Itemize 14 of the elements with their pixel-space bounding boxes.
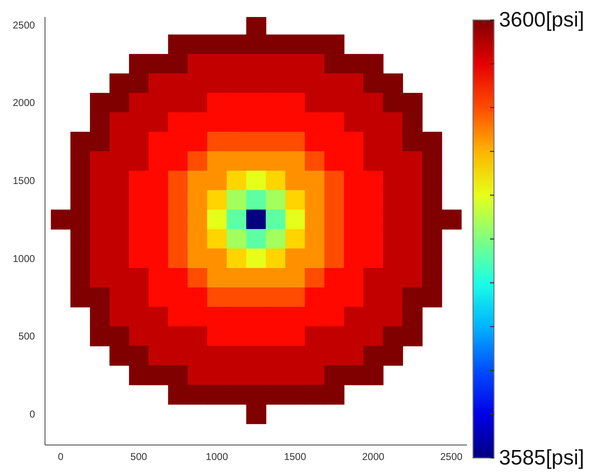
y-tick-label: 2000 <box>12 98 36 110</box>
y-tick-label: 500 <box>18 332 36 343</box>
x-tick-label: 1000 <box>206 452 228 464</box>
color-bar-label: 3585[psi] <box>499 446 584 470</box>
y-tick-label: 2500 <box>12 20 36 32</box>
x-tick-label: 500 <box>130 452 148 464</box>
y-tick-label: 1000 <box>12 254 36 265</box>
x-tick-label: 0 <box>58 452 64 464</box>
y-tick-label: 1500 <box>12 176 36 187</box>
y-tick-label: 0 <box>29 409 36 420</box>
x-tick-label: 2000 <box>362 452 385 464</box>
color-bar-label: 3600[psi] <box>499 8 584 32</box>
x-tick-label: 2500 <box>440 452 463 464</box>
x-tick-label: 1500 <box>284 452 307 464</box>
